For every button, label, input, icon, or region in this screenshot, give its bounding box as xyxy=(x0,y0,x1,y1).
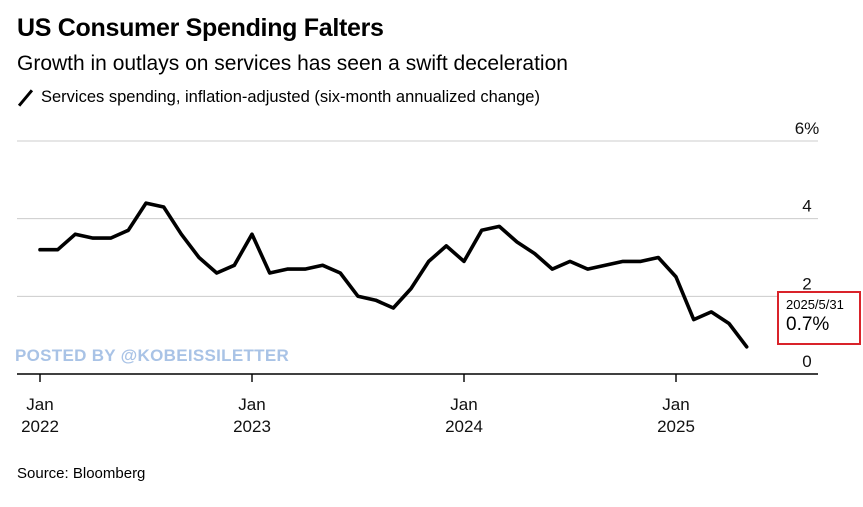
annotation-date: 2025/5/31 xyxy=(786,297,844,312)
annotation-value: 0.7% xyxy=(786,314,830,335)
x-tick-label-year: 2024 xyxy=(445,417,483,436)
legend: Services spending, inflation-adjusted (s… xyxy=(17,88,540,107)
chart-subtitle: Growth in outlays on services has seen a… xyxy=(17,52,568,75)
chart-title: US Consumer Spending Falters xyxy=(17,14,384,42)
x-tick-label-year: 2025 xyxy=(657,417,695,436)
y-tick-label: 4 xyxy=(802,197,811,216)
series-line xyxy=(38,201,749,349)
x-tick-label-year: 2023 xyxy=(233,417,271,436)
source-note: Source: Bloomberg xyxy=(17,465,146,482)
x-tick-label-year: 2022 xyxy=(21,417,59,436)
axis-ticks: 0 2 4 6% Jan 2022 Jan 2023 Jan 2024 Jan 2025 xyxy=(21,119,819,436)
y-tick-label: 0 xyxy=(802,352,811,371)
x-tick-label-month: Jan xyxy=(26,395,53,414)
gridlines xyxy=(17,140,818,375)
legend-label: Services spending, inflation-adjusted (s… xyxy=(41,88,540,106)
last-value-annotation: 2025/5/31 0.7% xyxy=(777,291,861,345)
watermark-text: POSTED BY @KOBEISSILETTER xyxy=(15,346,289,365)
series-layer xyxy=(38,201,749,349)
x-tick-label-month: Jan xyxy=(238,395,265,414)
y-tick-label: 2 xyxy=(802,274,811,293)
x-tick-label-month: Jan xyxy=(662,395,689,414)
y-tick-label: 6% xyxy=(795,119,820,138)
x-tick-label-month: Jan xyxy=(450,395,477,414)
